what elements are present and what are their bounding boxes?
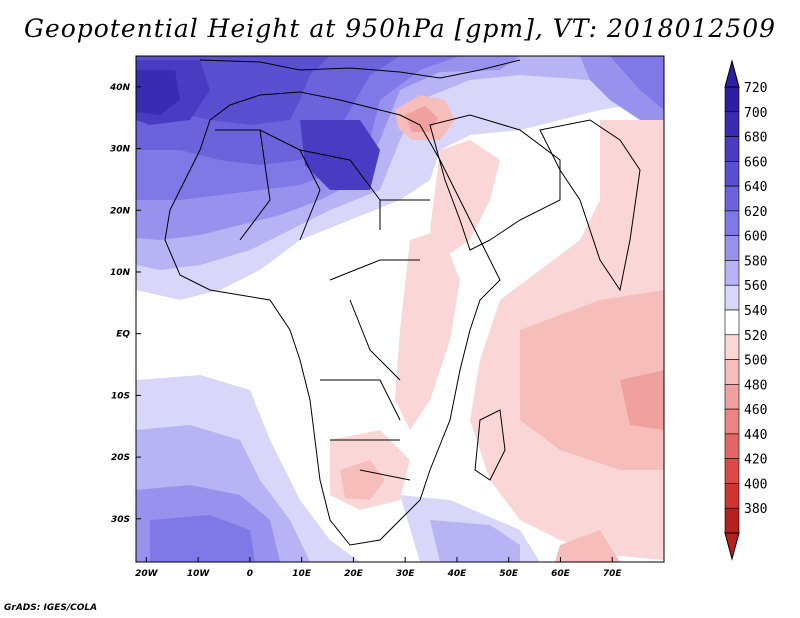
- colorbar-swatch: [724, 458, 740, 484]
- lon-tick-label: 30E: [396, 569, 416, 579]
- latitude-axis: 40N 30N 20N 10N EQ 10S 20S 30S: [109, 83, 141, 525]
- colorbar-swatch: [724, 136, 740, 162]
- colorbar-swatch: [724, 235, 740, 261]
- colorbar-label: 420: [744, 453, 767, 468]
- colorbar-label: 620: [744, 205, 767, 220]
- colorbar-label: 640: [744, 180, 767, 195]
- lat-tick-label: 20S: [111, 453, 130, 463]
- lon-tick-label: 60E: [551, 569, 571, 579]
- footer-credit: GrADS: IGES/COLA: [4, 603, 98, 613]
- colorbar-label: 580: [744, 254, 767, 269]
- longitude-axis: 20W 10W 0 10E 20E 30E 40E 50E 60E 70E: [135, 557, 622, 579]
- colorbar-label: 380: [744, 502, 767, 517]
- height-field: [136, 56, 664, 562]
- lat-tick-label: 20N: [110, 206, 131, 216]
- colorbar-swatch: [724, 210, 740, 236]
- colorbar-swatch: [724, 507, 740, 534]
- colorbar-label: 520: [744, 329, 767, 344]
- lon-tick-label: 20E: [344, 569, 364, 579]
- colorbar-swatch: [724, 111, 740, 137]
- colorbar-label: 480: [744, 378, 767, 393]
- colorbar-bottom-arrow: [724, 532, 740, 561]
- colorbar-swatch: [724, 384, 740, 410]
- lon-tick-label: 10W: [187, 569, 211, 579]
- chart-title: Geopotential Height at 950hPa [gpm], VT:…: [23, 14, 777, 43]
- colorbar: 720 700 680 660 640 620 600 580 560 540 520 500 480 4…: [724, 59, 767, 561]
- colorbar-swatch: [724, 185, 740, 212]
- colorbar-label: 500: [744, 354, 767, 369]
- lat-tick-label: 30N: [110, 145, 131, 155]
- lon-tick-label: 70E: [603, 569, 623, 579]
- coastlines: [164, 59, 641, 546]
- lon-tick-label: 10E: [292, 569, 312, 579]
- map-frame: [135, 55, 665, 563]
- lon-tick-label: 20W: [135, 569, 159, 579]
- lon-tick-label: 50E: [499, 569, 519, 579]
- colorbar-swatch: [724, 260, 740, 286]
- colorbar-swatch: [724, 483, 740, 509]
- colorbar-swatch: [724, 408, 740, 435]
- colorbar-label: 720: [744, 81, 767, 96]
- colorbar-label: 560: [744, 279, 767, 294]
- colorbar-swatch: [724, 359, 740, 385]
- colorbar-label: 680: [744, 131, 767, 146]
- lat-tick-label: 10S: [111, 391, 130, 401]
- colorbar-swatch: [724, 161, 740, 187]
- colorbar-swatch: [724, 334, 740, 360]
- colorbar-swatch: [724, 433, 740, 459]
- colorbar-swatch: [724, 86, 740, 113]
- lon-tick-label: 40E: [447, 569, 468, 579]
- colorbar-swatch: [724, 309, 740, 336]
- map-plot: [135, 55, 665, 563]
- colorbar-swatch: [724, 284, 740, 311]
- lat-tick-label: EQ: [116, 330, 130, 340]
- colorbar-top-arrow: [724, 59, 740, 88]
- lat-tick-label: 40N: [109, 83, 131, 93]
- colorbar-label: 600: [744, 230, 767, 245]
- colorbar-label: 400: [744, 477, 767, 492]
- colorbar-label: 660: [744, 155, 767, 170]
- lon-tick-label: 0: [247, 569, 253, 579]
- colorbar-label: 700: [744, 106, 767, 121]
- colorbar-label: 540: [744, 304, 767, 319]
- colorbar-label: 440: [744, 428, 767, 443]
- colorbar-label: 460: [744, 403, 767, 418]
- lat-tick-label: 10N: [110, 268, 131, 278]
- lat-tick-label: 30S: [111, 515, 130, 525]
